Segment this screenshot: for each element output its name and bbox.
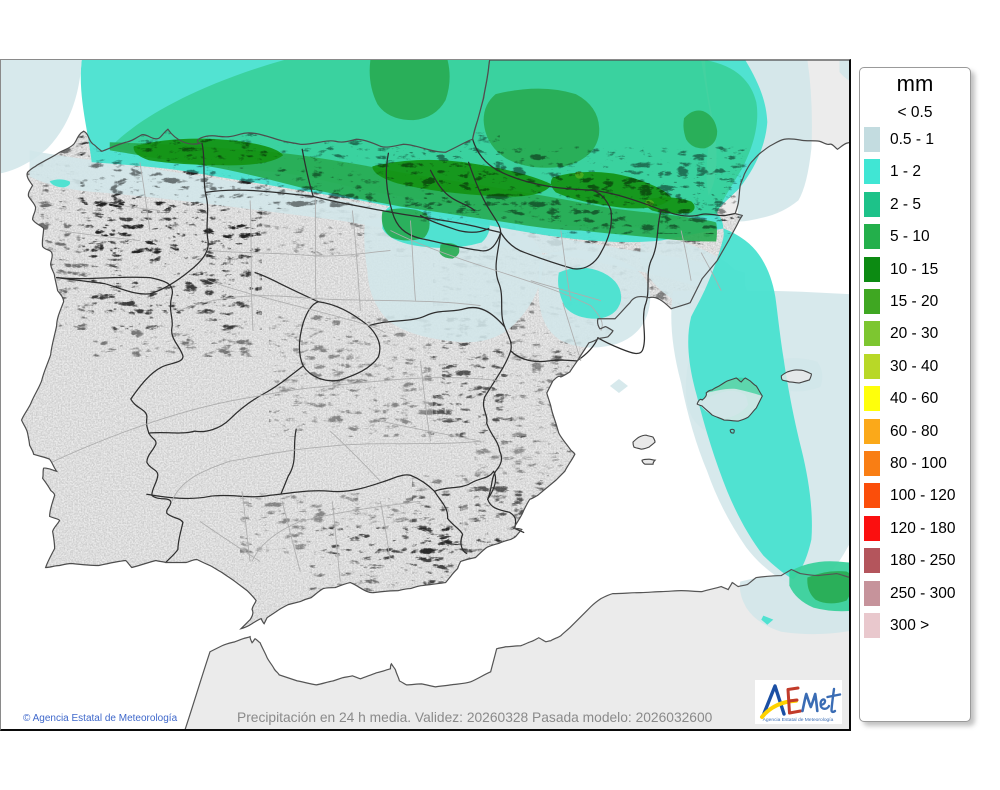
svg-text:Agencia Estatal de Meteorologí: Agencia Estatal de Meteorología: [763, 717, 834, 723]
